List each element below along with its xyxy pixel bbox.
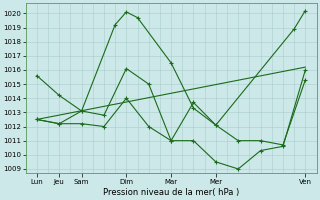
X-axis label: Pression niveau de la mer( hPa ): Pression niveau de la mer( hPa ) bbox=[103, 188, 239, 197]
